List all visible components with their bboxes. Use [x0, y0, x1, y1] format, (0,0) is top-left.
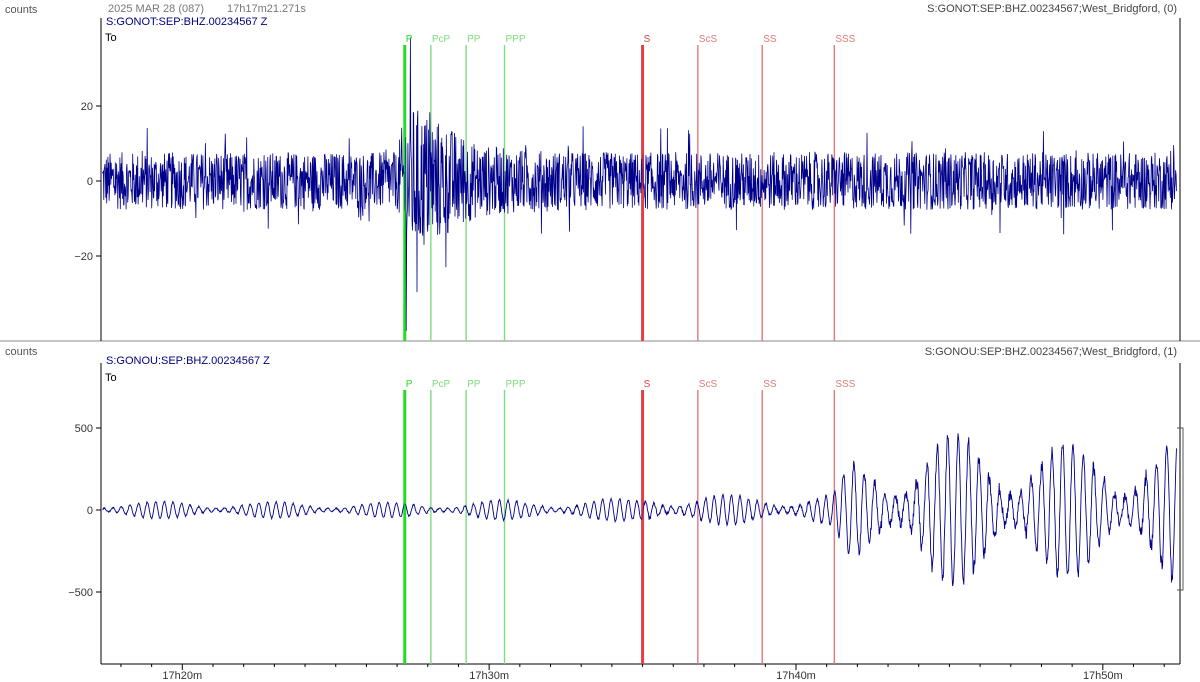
- panel-1-origin-label: To: [105, 372, 117, 384]
- y-tick-label: 0: [87, 505, 93, 517]
- phase-label-s: S: [644, 379, 651, 390]
- phase-label-pcp: PcP: [432, 34, 451, 45]
- phase-label-pp: PP: [467, 379, 481, 390]
- header-time: 17h17m21.271s: [227, 3, 306, 15]
- phase-label-pcp: PcP: [432, 379, 451, 390]
- panel-0-origin-label: To: [105, 32, 117, 44]
- y-tick-label: −500: [68, 587, 93, 599]
- y-tick-label: 20: [81, 101, 93, 113]
- panel-1-channel: S:GONOU:SEP:BHZ.00234567 Z: [106, 355, 270, 367]
- x-tick-label: 17h30m: [469, 670, 509, 682]
- phase-label-p: P: [406, 379, 413, 390]
- phase-label-ppp: PPP: [505, 34, 525, 45]
- phase-label-sss: SSS: [835, 379, 855, 390]
- trace-gonot: [102, 37, 1177, 331]
- trace-gonou: [102, 433, 1177, 587]
- panel-0-station: S:GONOT:SEP:BHZ.00234567;West_Bridgford,…: [927, 3, 1177, 15]
- header-date: 2025 MAR 28 (087): [108, 3, 204, 15]
- phase-label-p: P: [406, 34, 413, 45]
- phase-label-ss: SS: [763, 34, 777, 45]
- phase-label-sss: SSS: [835, 34, 855, 45]
- phase-label-s: S: [644, 34, 651, 45]
- panel-0-ylabel: counts: [5, 4, 38, 16]
- x-tick-label: 17h20m: [162, 670, 202, 682]
- panel-0-channel: S:GONOT:SEP:BHZ.00234567 Z: [106, 16, 268, 28]
- phase-label-scs: ScS: [699, 379, 718, 390]
- y-tick-label: 0: [87, 176, 93, 188]
- panel-1-ylabel: counts: [5, 346, 38, 358]
- x-tick-label: 17h50m: [1083, 670, 1123, 682]
- y-tick-label: 500: [75, 423, 93, 435]
- phase-label-scs: ScS: [699, 34, 718, 45]
- panel-1-station: S:GONOU:SEP:BHZ.00234567;West_Bridgford,…: [925, 346, 1177, 358]
- y-tick-label: −20: [74, 251, 93, 263]
- x-tick-label: 17h40m: [776, 670, 816, 682]
- phase-label-pp: PP: [467, 34, 481, 45]
- scale-bracket: [1177, 427, 1184, 591]
- phase-label-ss: SS: [763, 379, 777, 390]
- phase-label-ppp: PPP: [505, 379, 525, 390]
